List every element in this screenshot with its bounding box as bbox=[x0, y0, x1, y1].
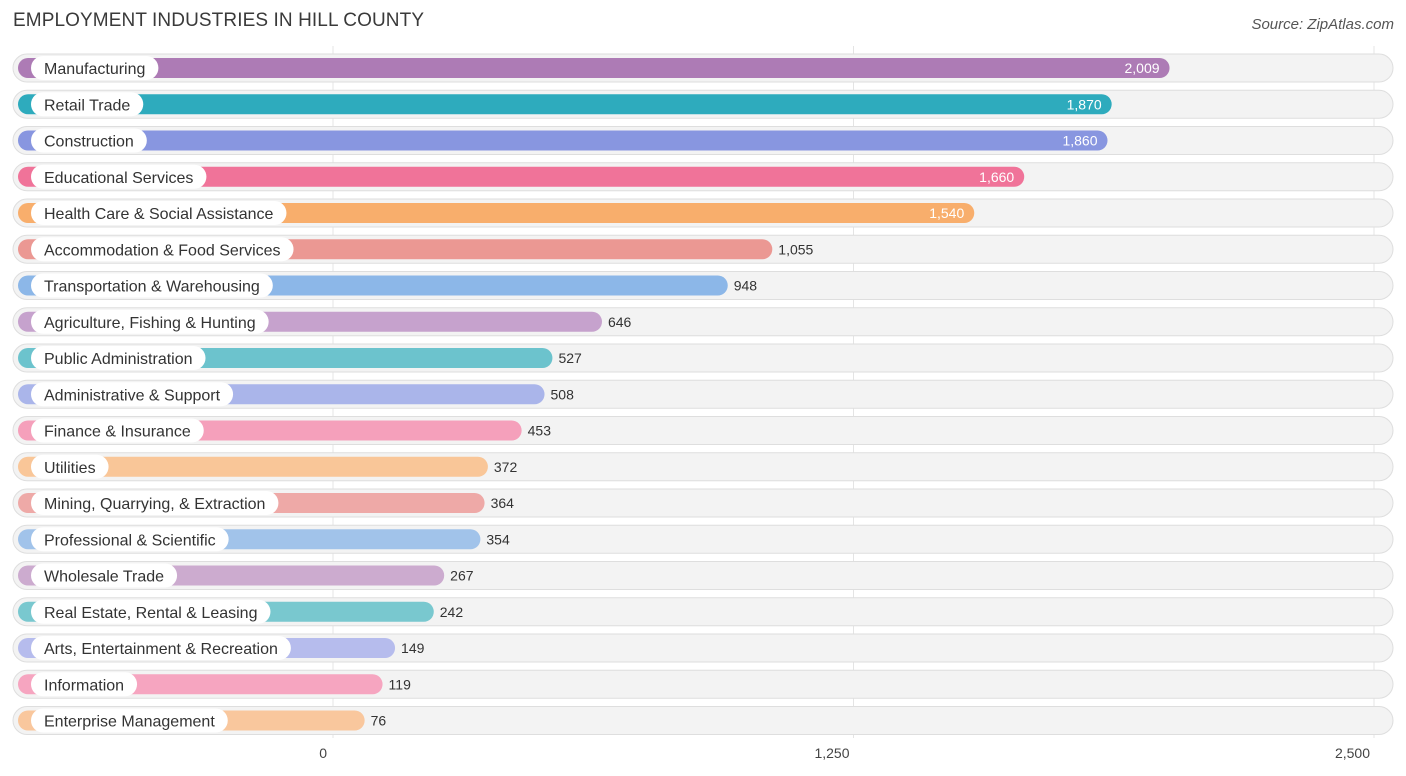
chart-source: Source: ZipAtlas.com bbox=[1251, 16, 1394, 33]
category-label: Mining, Quarrying, & Extraction bbox=[44, 496, 265, 513]
category-label-pill bbox=[31, 273, 273, 298]
bar-row: Mining, Quarrying, & Extraction 364 bbox=[12, 488, 1394, 518]
bar-row: Construction 1,860 bbox=[12, 126, 1394, 155]
category-label: Agriculture, Fishing & Hunting bbox=[44, 315, 256, 332]
bar bbox=[18, 94, 1112, 115]
category-label: Finance & Insurance bbox=[44, 424, 191, 441]
value-label: 354 bbox=[486, 531, 510, 547]
category-label-pill bbox=[31, 418, 204, 443]
bar-row: Educational Services 1,660 bbox=[12, 162, 1394, 192]
category-label: Real Estate, Rental & Leasing bbox=[44, 605, 257, 622]
bar-row: Manufacturing 2,009 bbox=[12, 53, 1394, 83]
category-label-pill bbox=[31, 56, 159, 80]
bar bbox=[18, 58, 1170, 78]
category-label: Arts, Entertainment & Recreation bbox=[44, 641, 278, 658]
category-label: Professional & Scientific bbox=[44, 532, 216, 549]
value-label: 372 bbox=[494, 459, 518, 475]
bar-row: Retail Trade 1,870 bbox=[12, 89, 1394, 119]
category-label: Construction bbox=[44, 134, 134, 151]
bar-row: Public Administration 527 bbox=[12, 343, 1394, 373]
category-label: Administrative & Support bbox=[44, 387, 221, 404]
value-label: 149 bbox=[401, 640, 425, 656]
category-label: Transportation & Warehousing bbox=[44, 279, 260, 296]
category-label-pill bbox=[31, 563, 178, 588]
category-label-pill bbox=[31, 599, 271, 624]
value-label: 1,870 bbox=[1067, 96, 1102, 112]
bar-row: Accommodation & Food Services 1,055 bbox=[12, 234, 1394, 264]
category-label-pill bbox=[31, 346, 206, 370]
category-label: Educational Services bbox=[44, 170, 193, 187]
bar bbox=[18, 166, 1025, 187]
category-label: Manufacturing bbox=[44, 61, 145, 78]
bar-row: Administrative & Support 508 bbox=[12, 379, 1394, 409]
bar-row: Agriculture, Fishing & Hunting 646 bbox=[12, 307, 1394, 337]
category-label-pill bbox=[31, 454, 109, 479]
category-label-pill bbox=[31, 636, 291, 660]
category-label-pill bbox=[31, 201, 287, 225]
bar-row: Arts, Entertainment & Recreation 149 bbox=[12, 633, 1394, 663]
category-label-pill bbox=[31, 164, 207, 189]
value-label: 242 bbox=[440, 604, 464, 620]
value-label: 1,860 bbox=[1062, 133, 1097, 149]
bar-row: Finance & Insurance 453 bbox=[12, 416, 1394, 445]
value-label: 119 bbox=[389, 676, 412, 692]
category-label: Public Administration bbox=[44, 351, 193, 368]
value-label: 2,009 bbox=[1125, 60, 1160, 76]
bar-row: Information 119 bbox=[12, 669, 1394, 699]
value-label: 1,660 bbox=[979, 169, 1014, 185]
category-label: Retail Trade bbox=[44, 97, 130, 114]
category-label: Wholesale Trade bbox=[44, 569, 164, 586]
value-label: 453 bbox=[528, 423, 552, 439]
x-tick-label: 0 bbox=[319, 745, 327, 761]
category-label-pill bbox=[31, 237, 294, 262]
bar-row: Utilities 372 bbox=[12, 452, 1394, 482]
value-label: 527 bbox=[558, 350, 582, 366]
bar-row: Transportation & Warehousing 948 bbox=[12, 271, 1394, 300]
category-label: Information bbox=[44, 677, 124, 694]
category-label: Utilities bbox=[44, 460, 96, 477]
category-label-pill bbox=[31, 527, 229, 552]
value-label: 267 bbox=[450, 568, 474, 584]
bar-row: Professional & Scientific 354 bbox=[12, 524, 1394, 554]
category-label-pill bbox=[31, 708, 228, 733]
bar bbox=[18, 456, 488, 477]
value-label: 364 bbox=[491, 495, 515, 511]
bar-row: Wholesale Trade 267 bbox=[12, 561, 1394, 590]
category-label-pill bbox=[31, 309, 269, 334]
value-label: 948 bbox=[734, 278, 758, 294]
bar-row: Enterprise Management 76 bbox=[12, 706, 1394, 735]
bar bbox=[18, 130, 1108, 151]
x-tick-label: 1,250 bbox=[814, 745, 849, 761]
bar-row: Real Estate, Rental & Leasing 242 bbox=[12, 597, 1394, 627]
value-label: 1,055 bbox=[778, 241, 813, 257]
category-label-pill bbox=[31, 382, 234, 407]
category-label: Enterprise Management bbox=[44, 714, 215, 731]
category-label: Accommodation & Food Services bbox=[44, 242, 281, 259]
bar-row: Health Care & Social Assistance 1,540 bbox=[12, 198, 1394, 228]
category-label: Health Care & Social Assistance bbox=[44, 206, 274, 223]
x-tick-label: 2,500 bbox=[1335, 745, 1370, 761]
category-label-pill bbox=[31, 128, 147, 153]
value-label: 508 bbox=[551, 386, 575, 402]
chart-title: EMPLOYMENT INDUSTRIES IN HILL COUNTY bbox=[13, 10, 425, 31]
category-label-pill bbox=[31, 491, 279, 515]
value-label: 646 bbox=[608, 314, 632, 330]
value-label: 1,540 bbox=[929, 205, 964, 221]
category-label-pill bbox=[31, 92, 144, 117]
value-label: 76 bbox=[371, 713, 387, 729]
category-label-pill bbox=[31, 672, 138, 697]
